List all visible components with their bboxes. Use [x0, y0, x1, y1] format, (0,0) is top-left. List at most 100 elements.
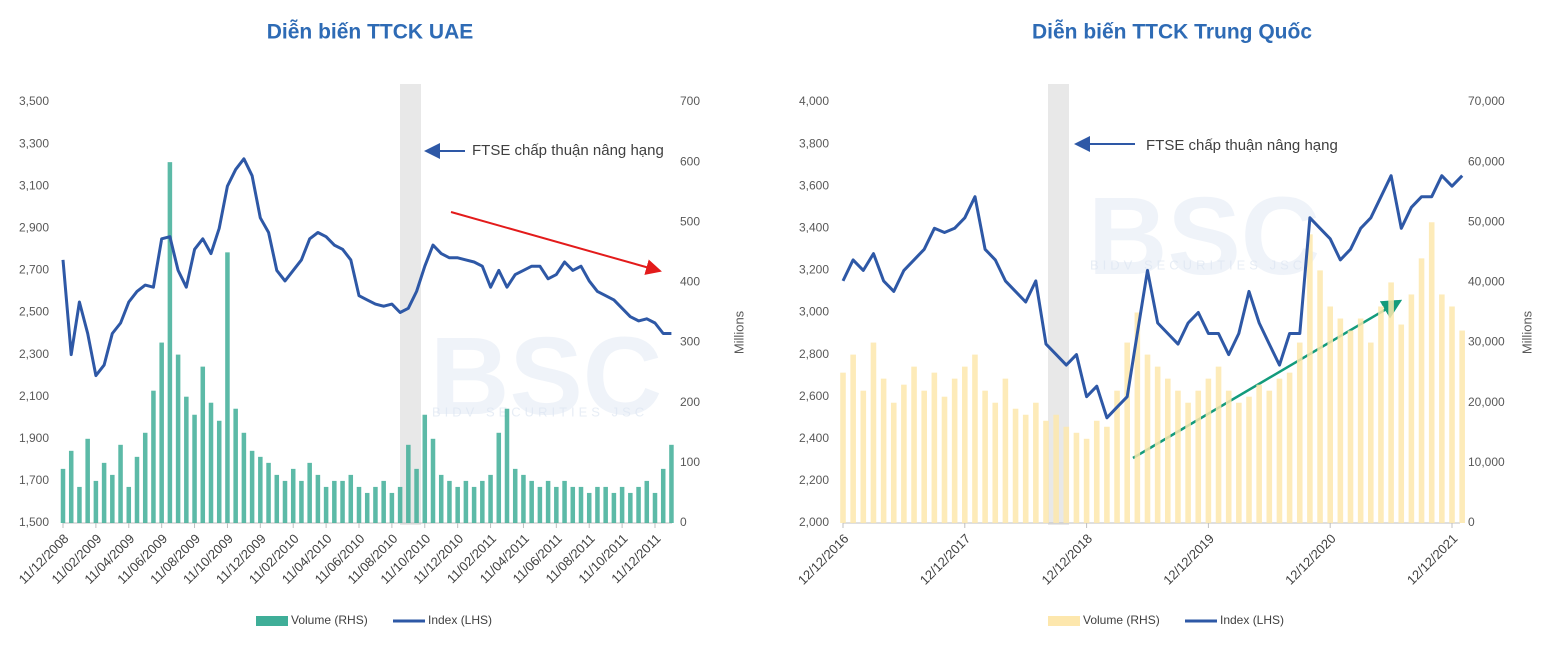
volume-bar: [1225, 390, 1232, 523]
watermark-sub: BIDV SECURITIES JSC: [432, 404, 648, 419]
volume-bar: [578, 486, 584, 523]
index-line: [841, 174, 1464, 420]
y2-tick-label: 50,000: [1468, 214, 1505, 228]
x-tick-label: 12/12/2017: [917, 531, 974, 588]
volume-bar: [142, 432, 148, 523]
volume-bar: [290, 468, 296, 523]
volume-bar: [225, 252, 230, 523]
y2-tick-label: 200: [680, 395, 700, 409]
volume-bar: [364, 492, 370, 523]
volume-bar: [356, 486, 362, 523]
chart-title: Diễn biến TTCK Trung Quốc: [1032, 20, 1312, 44]
volume-bar: [644, 480, 650, 523]
volume-bar: [586, 492, 592, 523]
volume-bar: [1378, 306, 1384, 523]
volume-bar: [1154, 366, 1161, 523]
annotation: FTSE chấp thuận nâng hạng: [1146, 137, 1338, 154]
volume-bar: [192, 414, 197, 523]
volume-bar: [134, 456, 140, 523]
volume-bar: [126, 486, 132, 523]
volume-bar: [332, 480, 337, 523]
y-tick-label: 1,700: [19, 473, 49, 487]
volume-bar: [307, 462, 312, 523]
volume-bar: [619, 486, 625, 523]
volume-bar: [840, 372, 846, 523]
volume-bar: [175, 354, 181, 523]
volume-bar: [438, 474, 444, 523]
volume-bar: [60, 468, 66, 523]
volume-bar: [1236, 402, 1242, 523]
volume-bar: [1033, 402, 1039, 523]
volume-bar: [241, 432, 247, 523]
volume-bar: [870, 342, 877, 523]
y-tick-label: 2,600: [799, 389, 829, 403]
index-line: [61, 157, 672, 378]
volume-bar: [512, 468, 518, 523]
y2-tick-label: 30,000: [1468, 335, 1505, 349]
watermark-sub: BIDV SECURITIES JSC: [1090, 257, 1306, 272]
volume-bar: [1114, 390, 1120, 523]
volume-bar: [521, 474, 526, 523]
y-tick-label: 3,100: [19, 178, 49, 192]
volume-bar: [1215, 366, 1222, 523]
volume-bar: [1134, 312, 1141, 523]
volume-bar: [951, 378, 958, 523]
y-tick-label: 2,100: [19, 389, 49, 403]
volume-bar: [636, 486, 641, 523]
volume-bar: [1185, 402, 1191, 523]
volume-bar: [1307, 234, 1313, 524]
volume-bar: [972, 354, 978, 523]
y-tick-label: 2,300: [19, 347, 49, 361]
volume-bar: [660, 468, 666, 523]
trend-arrow: [450, 211, 662, 275]
y2-axis-label: Millions: [731, 310, 746, 354]
volume-bar: [1337, 318, 1344, 523]
volume-bar: [669, 444, 674, 523]
volume-bar: [249, 450, 255, 523]
highlight-band: [1048, 84, 1069, 525]
chart-title: Diễn biến TTCK UAE: [267, 20, 474, 44]
volume-bar: [397, 486, 403, 523]
volume-bar: [340, 480, 345, 523]
volume-bar: [603, 486, 608, 523]
volume-bar: [1195, 390, 1202, 523]
volume-bar: [1439, 294, 1445, 523]
volume-bar: [1012, 408, 1019, 523]
y2-tick-label: 600: [680, 154, 700, 168]
volume-bar: [299, 480, 304, 523]
legend-label: Index (LHS): [1220, 613, 1284, 627]
volume-bar: [1388, 282, 1394, 523]
volume-bar: [1053, 414, 1059, 523]
watermark: BSC: [1088, 175, 1320, 298]
volume-bar: [941, 396, 948, 523]
y-tick-label: 3,500: [19, 94, 49, 108]
volume-bar: [880, 378, 887, 523]
volume-bar: [931, 372, 938, 523]
y2-tick-label: 500: [680, 214, 700, 228]
volume-bar: [537, 486, 543, 523]
volume-bar: [381, 480, 386, 523]
y-tick-label: 3,200: [799, 263, 829, 277]
volume-bar: [545, 480, 551, 523]
volume-bar: [890, 402, 897, 523]
watermark: BSC: [430, 315, 662, 438]
legend-swatch: [1048, 616, 1080, 626]
volume-bar: [1165, 378, 1171, 523]
volume-bar: [1317, 270, 1323, 523]
volume-bar: [1002, 378, 1009, 523]
volume-bar: [496, 432, 502, 523]
volume-bar: [595, 486, 600, 523]
y2-tick-label: 0: [1468, 515, 1475, 529]
volume-bar: [480, 480, 485, 523]
y-tick-label: 2,400: [799, 431, 829, 445]
volume-bar: [1043, 420, 1049, 523]
y-tick-label: 4,000: [799, 94, 829, 108]
volume-bar: [1408, 294, 1415, 523]
volume-bar: [258, 456, 263, 523]
volume-bar: [1327, 306, 1333, 523]
y-tick-label: 3,000: [799, 305, 829, 319]
x-tick-label: 12/12/2019: [1160, 531, 1217, 588]
legend-label: Volume (RHS): [291, 613, 368, 627]
volume-bar: [1368, 342, 1374, 523]
